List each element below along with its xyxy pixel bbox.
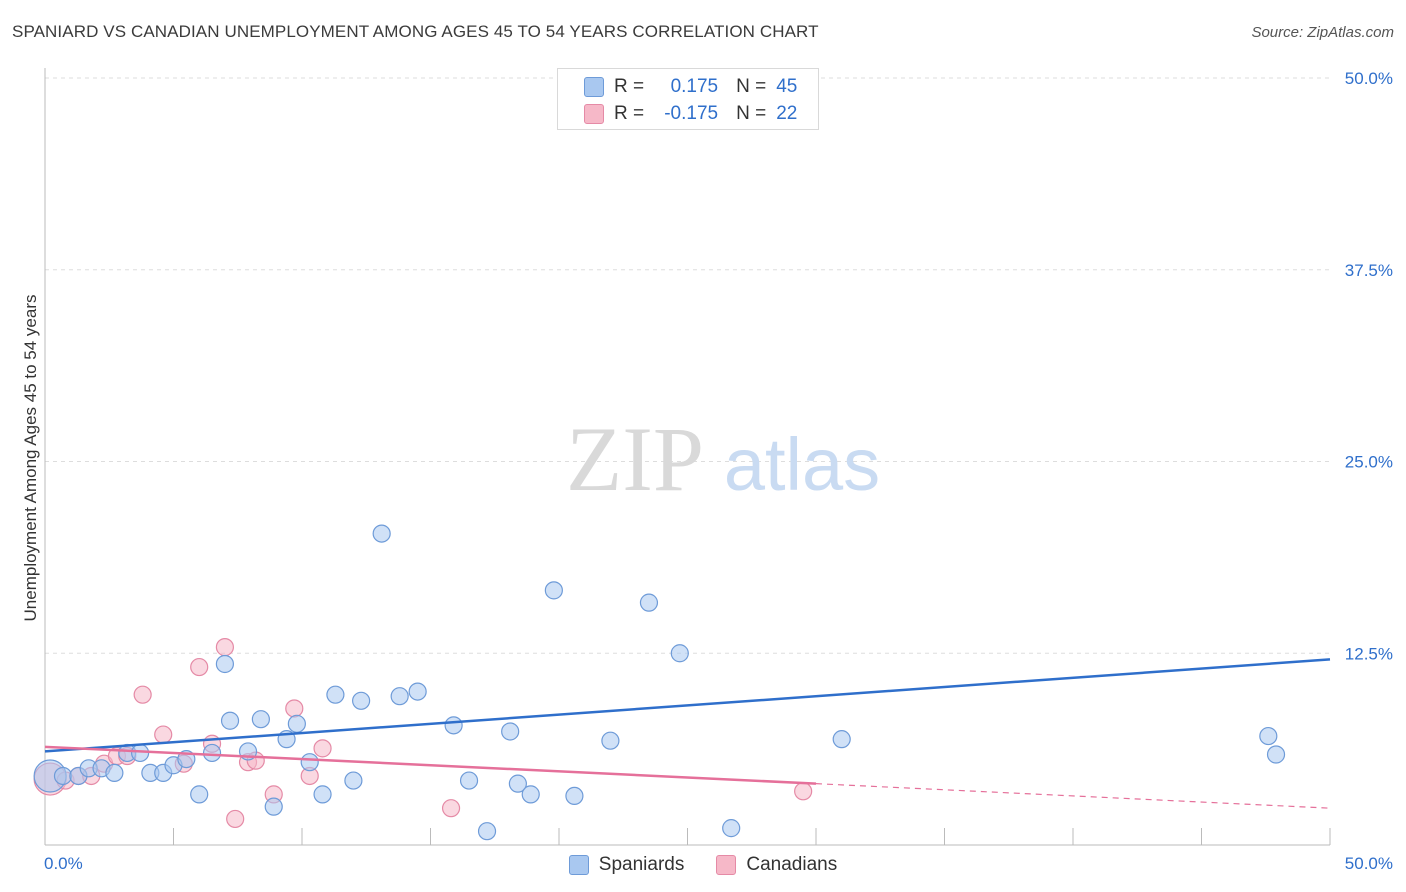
spaniard-point	[344, 771, 363, 790]
legend-label-canadians: Canadians	[746, 854, 838, 875]
spaniards-swatch	[568, 855, 589, 875]
spaniard-point	[722, 819, 741, 838]
spaniard-point	[508, 774, 527, 793]
spaniard-point	[521, 785, 540, 804]
r-value: 0.175	[670, 76, 719, 97]
n-label: N =	[736, 76, 767, 97]
spaniard-point	[459, 771, 479, 790]
legend-row-spaniards: R = 0.175 N = 45	[584, 74, 797, 100]
r-label: R =	[614, 103, 645, 124]
spaniard-point	[372, 524, 391, 543]
canadians-swatch	[716, 855, 737, 875]
chart-title: SPANIARD VS CANADIAN UNEMPLOYMENT AMONG …	[12, 22, 819, 41]
spaniard-point	[251, 710, 270, 729]
legend-label-spaniards: Spaniards	[598, 854, 685, 875]
spaniard-point	[1259, 726, 1278, 746]
spaniard-point	[565, 786, 584, 806]
spaniard-point	[444, 716, 463, 735]
canadian-point	[441, 799, 461, 818]
spaniard-point	[390, 687, 409, 706]
grid-layer	[45, 77, 1330, 654]
canadian-point	[226, 809, 245, 829]
r-value: -0.175	[664, 103, 719, 124]
spaniard-point	[202, 743, 222, 763]
spaniard-point	[264, 797, 283, 816]
axes-layer: 12.5% 25.0% 37.5% 50.0% 0.0% 50.0%	[44, 68, 1393, 873]
watermark-zip: ZIP	[566, 408, 704, 510]
series-legend: Spaniards Canadians	[0, 852, 1406, 878]
spaniard-point	[190, 785, 209, 804]
spaniard-point	[601, 731, 620, 750]
spaniard-point	[220, 711, 240, 730]
spaniard-point	[544, 581, 563, 600]
spaniard-point	[130, 743, 150, 763]
y-tick-label: 12.5%	[1345, 644, 1393, 663]
canadian-point	[133, 685, 152, 704]
n-value: 22	[776, 103, 798, 124]
canadian-point	[190, 657, 209, 677]
spaniard-point	[477, 822, 497, 841]
y-tick-label: 50.0%	[1345, 69, 1393, 88]
y-tick-label: 25.0%	[1345, 453, 1393, 472]
canadians-trendline	[44, 745, 817, 785]
n-value: 45	[776, 76, 798, 97]
canadians-trendline-extension	[815, 783, 1331, 809]
spaniard-point	[313, 785, 332, 804]
x-tick-label: 0.0%	[44, 854, 83, 873]
spaniard-point	[326, 685, 345, 704]
n-label: N =	[736, 103, 767, 124]
spaniard-point	[287, 714, 306, 733]
trend-layer	[44, 658, 1331, 809]
canadian-point	[154, 725, 173, 744]
spaniard-point	[53, 766, 73, 786]
spaniard-point	[105, 763, 124, 783]
canadian-point	[215, 638, 234, 657]
watermark-atlas: atlas	[724, 423, 880, 506]
canadian-point	[313, 739, 332, 758]
legend-item-canadians[interactable]: Canadians	[716, 854, 837, 876]
canadians-swatch	[584, 104, 604, 124]
spaniards-trendline	[44, 658, 1331, 753]
source-label: Source: ZipAtlas.com	[1251, 24, 1394, 41]
spaniard-point	[832, 730, 851, 749]
correlation-legend: R = 0.175 N = 45 R = -0.175 N = 22	[557, 68, 819, 130]
spaniard-point	[501, 722, 520, 741]
legend-row-canadians: R = -0.175 N = 22	[584, 101, 797, 127]
canadian-point	[794, 782, 813, 801]
spaniard-point	[639, 593, 659, 612]
canadian-point	[285, 699, 304, 718]
spaniard-point	[408, 682, 427, 701]
y-tick-label: 37.5%	[1345, 261, 1393, 280]
spaniard-point	[352, 691, 371, 710]
spaniard-point	[300, 753, 319, 772]
y-axis-label: Unemployment Among Ages 45 to 54 years	[21, 295, 40, 622]
spaniard-point	[215, 654, 234, 674]
spaniard-point	[670, 644, 689, 663]
spaniards-swatch	[584, 77, 604, 97]
x-tick-label: 50.0%	[1345, 854, 1393, 873]
legend-item-spaniards[interactable]: Spaniards	[568, 854, 685, 876]
r-label: R =	[614, 76, 645, 97]
spaniard-point	[1266, 745, 1286, 764]
